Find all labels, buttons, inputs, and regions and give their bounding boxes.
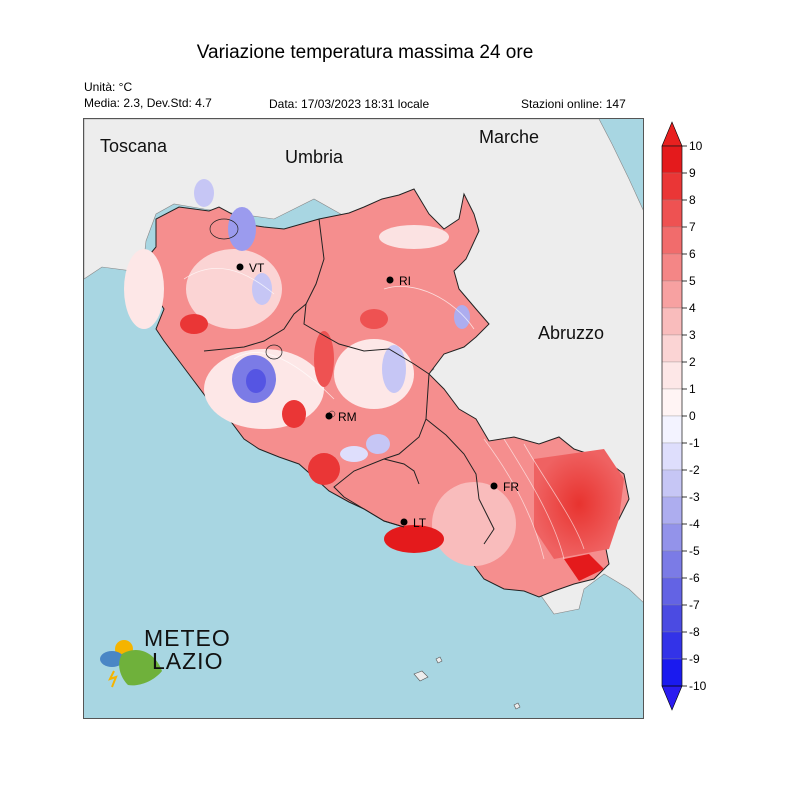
colorbar-tick-label: 5 [689, 274, 696, 288]
city-marker-fr: FR [490, 480, 519, 494]
logo-text-line1: METEO [144, 625, 231, 651]
colorbar-segment [661, 604, 683, 633]
colorbar-tick-label: -5 [689, 544, 700, 558]
province-borders [203, 218, 495, 545]
colorbar-segment [661, 172, 683, 201]
city-label-vt: VT [249, 261, 265, 275]
unit-label: Unità: °C [84, 80, 133, 94]
colorbar-segment [661, 280, 683, 309]
colorbar-segment [661, 199, 683, 228]
colorbar-segment [661, 253, 683, 282]
colorbar-tick-label: -7 [689, 598, 700, 612]
region-label-toscana: Toscana [100, 136, 168, 156]
map-panel: Toscana Umbria Marche Abruzzo VT RI RM F… [83, 118, 644, 719]
colorbar-tick-label: -3 [689, 490, 700, 504]
city-marker-vt: VT [236, 261, 265, 275]
colorbar-tick-label: 6 [689, 247, 696, 261]
meteolazio-logo: METEO LAZIO [100, 625, 231, 688]
stats-label: Media: 2.3, Dev.Std: 4.7 [84, 96, 212, 110]
island-palmarola [435, 656, 443, 664]
stations-online-label: Stazioni online: 147 [521, 97, 626, 111]
colorbar-segment [661, 658, 683, 687]
date-label: Data: 17/03/2023 18:31 locale [269, 97, 430, 111]
city-label-lt: LT [413, 516, 427, 530]
colorbar-tick-label: -9 [689, 652, 700, 666]
colorbar-tick-label: -8 [689, 625, 700, 639]
colorbar-tick-label: 7 [689, 220, 696, 234]
colorbar-segment [661, 415, 683, 444]
colorbar-segment [661, 145, 683, 174]
colorbar-segment [661, 442, 683, 471]
colorbar-tick-label: -4 [689, 517, 700, 531]
city-label-fr: FR [503, 480, 519, 494]
colorbar-segment [661, 334, 683, 363]
colorbar-tick-label: 2 [689, 355, 696, 369]
colorbar-tick-label: 10 [689, 139, 703, 153]
lake-bracciano [265, 344, 283, 360]
colorbar-tick-label: 8 [689, 193, 696, 207]
lake-bolsena [209, 218, 239, 240]
colorbar-segment [661, 496, 683, 525]
colorbar-segment [661, 388, 683, 417]
colorbar-segment [661, 577, 683, 606]
colorbar-segment [661, 631, 683, 660]
map-title: Variazione temperatura massima 24 ore [196, 42, 534, 63]
island-ponza [413, 670, 429, 682]
colorbar-segment [661, 550, 683, 579]
region-label-abruzzo: Abruzzo [538, 323, 604, 343]
colorbar-tick-label: -10 [689, 679, 707, 693]
region-label-umbria: Umbria [285, 147, 344, 167]
colorbar-segment [661, 469, 683, 498]
colorbar-max-arrow [661, 121, 683, 147]
colorbar-tick-label: 4 [689, 301, 696, 315]
temperature-contours [124, 179, 624, 581]
colorbar-min-arrow [661, 685, 683, 711]
temperature-map: Toscana Umbria Marche Abruzzo VT RI RM F… [84, 119, 643, 718]
lightning-icon [108, 670, 118, 688]
city-marker-lt: LT [400, 516, 427, 530]
colorbar-tick-label: 0 [689, 409, 696, 423]
colorbar-tick-label: 3 [689, 328, 696, 342]
logo-text-line2: LAZIO [152, 648, 223, 674]
colorbar-segment [661, 307, 683, 336]
colorbar-segment [661, 523, 683, 552]
colorbar-tick-label: -6 [689, 571, 700, 585]
colorbar-segment [661, 226, 683, 255]
colorbar-tick-label: -1 [689, 436, 700, 450]
city-label-ri: RI [399, 274, 411, 288]
city-marker-ri: RI [386, 274, 411, 288]
region-label-marche: Marche [479, 127, 539, 147]
colorbar-tick-label: 9 [689, 166, 696, 180]
city-marker-rm: RM [325, 410, 357, 424]
island-ventotene [513, 702, 521, 710]
colorbar-segment [661, 361, 683, 390]
colorbar-tick-label: 1 [689, 382, 696, 396]
cloud-icon [100, 651, 124, 667]
colorbar-tick-label: -2 [689, 463, 700, 477]
city-label-rm: RM [338, 410, 357, 424]
